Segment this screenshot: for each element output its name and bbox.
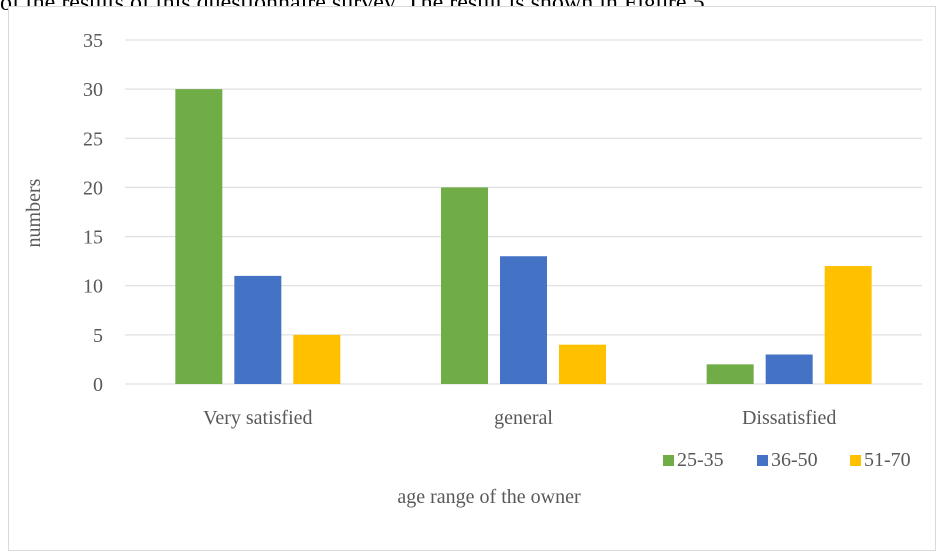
legend-label: 36-50 <box>771 449 818 471</box>
bars <box>175 89 872 385</box>
bar-36-50-general <box>500 256 547 384</box>
y-tick-label: 10 <box>83 276 103 298</box>
y-tick-label: 25 <box>83 128 103 150</box>
legend-swatch <box>757 455 768 466</box>
x-tick-label: Very satisfied <box>203 407 312 429</box>
bar-36-50-dissatisfied <box>765 354 813 384</box>
bar-51-70-general <box>559 344 606 384</box>
x-tick-label: general <box>494 407 553 429</box>
y-tick-label: 0 <box>93 374 103 396</box>
legend-swatch <box>850 455 861 466</box>
y-tick-labels: 0 5 10 15 20 25 30 35 <box>83 30 103 396</box>
bar-25-35-very-satisfied <box>175 89 223 385</box>
x-tick-labels: Very satisfied general Dissatisfied <box>203 407 836 429</box>
legend: 25-35 36-50 51-70 <box>663 449 911 471</box>
legend-swatch <box>663 455 674 466</box>
y-axis-label: numbers <box>23 178 45 247</box>
y-tick-label: 35 <box>83 30 103 52</box>
bar-51-70-dissatisfied <box>824 266 872 384</box>
y-tick-label: 5 <box>93 325 103 347</box>
bar-36-50-very-satisfied <box>234 275 282 384</box>
y-tick-label: 20 <box>83 177 103 199</box>
bar-51-70-very-satisfied <box>293 334 341 384</box>
bar-25-35-general <box>441 187 488 384</box>
legend-label: 51-70 <box>864 449 911 471</box>
y-tick-label: 30 <box>83 79 103 101</box>
x-tick-label: Dissatisfied <box>742 407 836 429</box>
legend-label: 25-35 <box>677 449 724 471</box>
y-tick-label: 15 <box>83 227 103 249</box>
x-axis-label: age range of the owner <box>397 486 581 508</box>
bar-25-35-dissatisfied <box>706 364 754 384</box>
